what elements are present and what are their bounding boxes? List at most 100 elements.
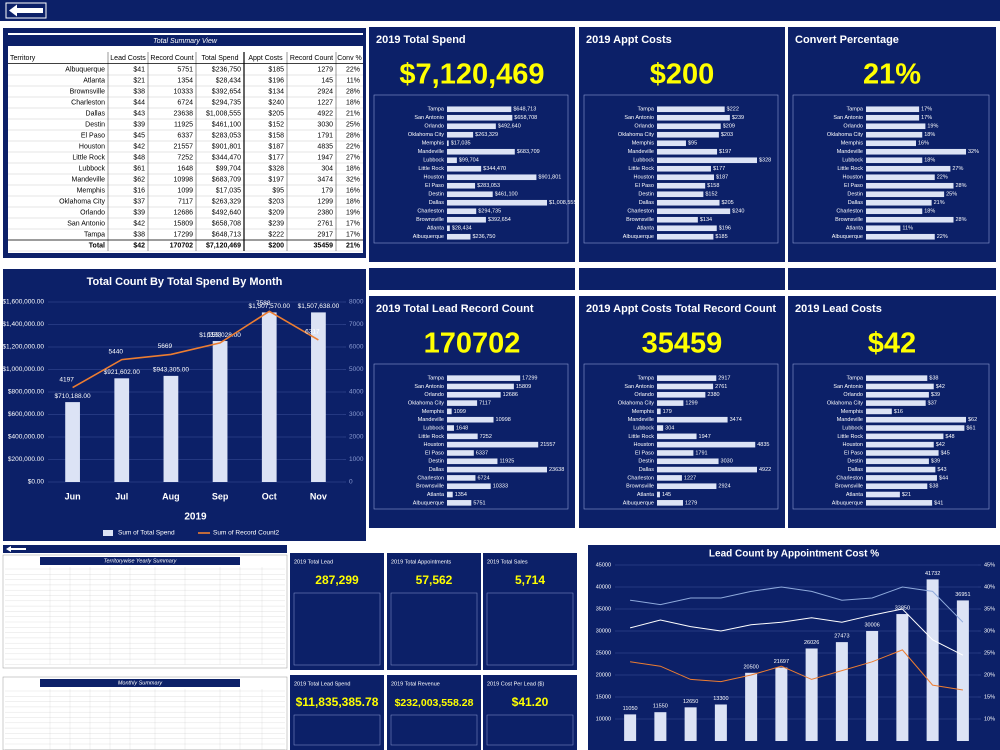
table-cell: 15809 <box>174 220 194 227</box>
table-cell: $222 <box>268 231 284 238</box>
y2-tick-label: 1000 <box>349 456 364 463</box>
kpi-value: $42 <box>868 328 916 360</box>
table-cell: Memphis <box>77 187 106 194</box>
y2-tick-label: 35% <box>984 606 995 612</box>
bar <box>657 458 719 465</box>
table-cell: $344,470 <box>212 154 241 161</box>
table-cell: 2761 <box>317 220 333 227</box>
table-cell: 1299 <box>317 198 333 205</box>
bar <box>447 208 477 215</box>
category-label: Memphis <box>422 409 445 415</box>
bar <box>447 400 478 406</box>
bar-value-label: $921,602.00 <box>104 369 141 376</box>
table-cell: 5751 <box>177 66 193 73</box>
value-label: 4835 <box>757 442 769 448</box>
value-label: 1648 <box>456 425 468 431</box>
value-label: 25% <box>946 192 957 198</box>
category-label: Atlanta <box>846 492 864 498</box>
table-cell: $43 <box>133 110 145 117</box>
value-label: $185 <box>715 234 727 240</box>
bar <box>866 425 965 431</box>
table-cell: Oklahoma City <box>59 198 105 205</box>
category-label: Tampa <box>846 376 863 382</box>
table-cell: $648,713 <box>212 231 241 238</box>
bar <box>657 375 717 381</box>
category-label: El Paso <box>635 450 654 456</box>
bar <box>866 106 920 113</box>
value-label: $283,053 <box>477 183 500 189</box>
bar-value-label: $1,507,570.00 <box>248 303 290 310</box>
kpi-value: $200 <box>650 59 715 91</box>
kpi-value: 35459 <box>642 328 723 360</box>
table-cell: 1279 <box>317 66 333 73</box>
category-label: Houston <box>424 442 445 448</box>
value-label: $17,035 <box>451 141 471 147</box>
bar <box>866 491 900 498</box>
table-cell: Houston <box>79 143 105 150</box>
bar <box>657 416 728 423</box>
table-cell: Brownsville <box>70 88 106 95</box>
table-cell: $21 <box>133 77 145 84</box>
divider <box>0 21 1000 23</box>
bar <box>866 416 966 423</box>
value-label: 10333 <box>493 484 508 490</box>
bar <box>657 199 720 206</box>
value-label: 3030 <box>721 459 733 465</box>
category-label: Oklahoma City <box>618 401 654 407</box>
value-label: $683,709 <box>517 149 540 155</box>
chart-title: Lead Count by Appointment Cost % <box>709 549 879 560</box>
bar <box>657 191 704 198</box>
table-cell: $42 <box>133 143 145 150</box>
mini-kpi-panel <box>387 553 481 670</box>
category-label: Tampa <box>637 376 654 382</box>
bar <box>65 402 80 482</box>
category-label: Lubbock <box>633 158 654 164</box>
value-label: 1354 <box>455 492 467 498</box>
table-cell: $41 <box>133 66 145 73</box>
value-label: 17299 <box>522 376 537 382</box>
category-label: Oklahoma City <box>408 401 444 407</box>
line <box>72 310 319 389</box>
category-label: Dallas <box>429 467 445 473</box>
bar-value-label: 27473 <box>834 634 849 640</box>
y-tick-label: 40000 <box>596 584 611 590</box>
value-label: $177 <box>713 166 725 172</box>
bar <box>866 400 926 406</box>
bar <box>447 433 478 440</box>
category-label: Lubbock <box>633 425 654 431</box>
y2-tick-label: 2000 <box>349 434 364 441</box>
table-cell: Little Rock <box>72 154 105 161</box>
category-label: El Paso <box>635 183 654 189</box>
chart-box <box>583 94 779 244</box>
bar <box>866 182 954 189</box>
bar <box>657 500 683 506</box>
back-button[interactable] <box>5 2 47 19</box>
value-label: 21557 <box>540 442 555 448</box>
table-title-bar <box>8 35 363 46</box>
table-cell: 28% <box>346 88 360 95</box>
table-cell: 19% <box>346 209 360 216</box>
y-tick-label: 35000 <box>596 606 611 612</box>
panel-strip <box>579 268 785 290</box>
value-label: $236,750 <box>472 234 495 240</box>
value-label: $392,654 <box>488 217 511 223</box>
bar <box>866 483 928 490</box>
column-header: Total Spend <box>202 55 239 62</box>
category-label: Little Rock <box>418 434 444 440</box>
category-label: Brownsville <box>835 217 863 223</box>
bar <box>447 500 472 506</box>
category-label: Atlanta <box>846 226 864 232</box>
bar <box>447 375 521 381</box>
table-cell: $38 <box>133 88 145 95</box>
category-label: Mandeville <box>837 149 863 155</box>
category-label: Destin <box>428 459 444 465</box>
category-label: Atlanta <box>637 226 655 232</box>
value-label: $61 <box>966 425 975 431</box>
table-cell: $44 <box>133 99 145 106</box>
table-cell: $205 <box>268 110 284 117</box>
table-cell: 145 <box>321 77 333 84</box>
x-tick-label: Oct <box>262 491 277 501</box>
bar <box>866 174 935 181</box>
value-label: 11925 <box>499 459 514 465</box>
category-label: Memphis <box>422 141 445 147</box>
